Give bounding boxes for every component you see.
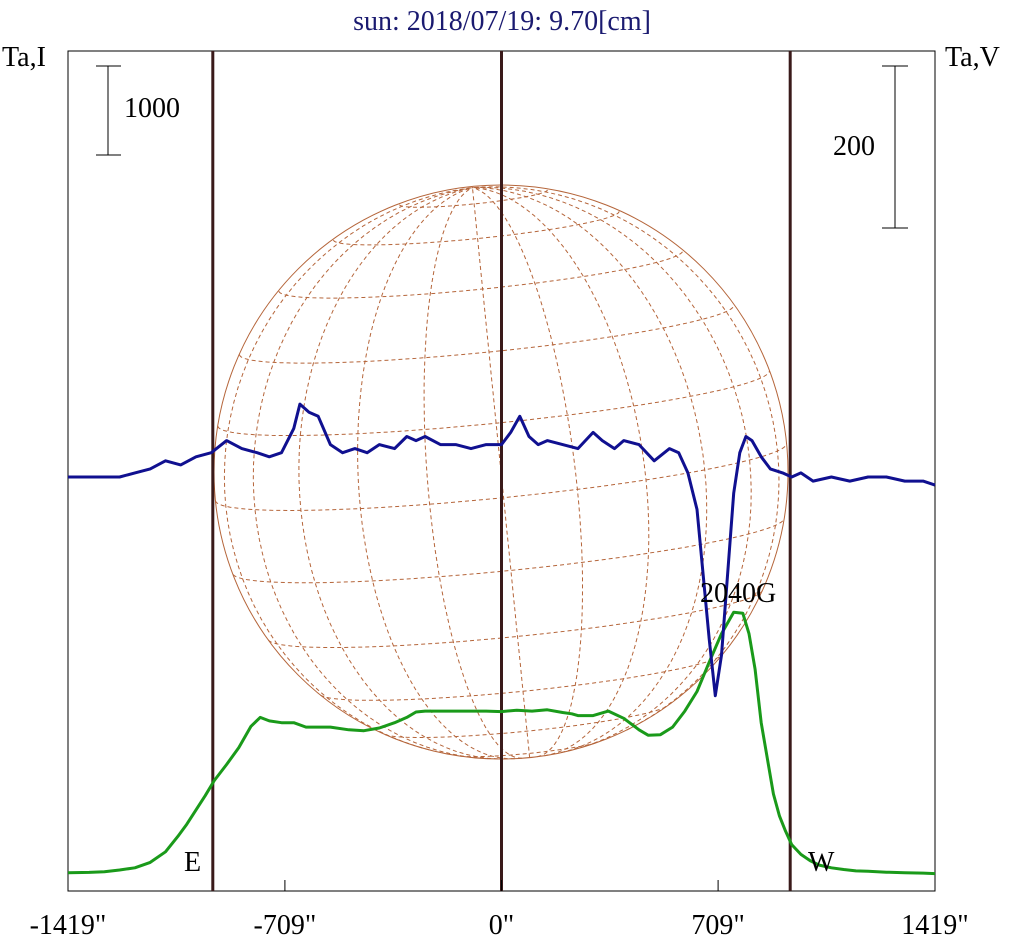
annotation-2040g: 2040G [700,578,776,609]
x-tick-label: 0" [489,910,514,941]
longitude-line [472,187,650,757]
x-tick-label: -709" [254,910,317,941]
x-tick-label: -1419" [30,910,107,941]
chart-title: sun: 2018/07/19: 9.70[cm] [353,6,651,37]
x-axis-ticks: -1419" -709" 0" 709" 1419" [30,880,969,941]
longitude-line [423,187,522,759]
longitude-line [223,187,473,751]
longitude-line [357,187,515,760]
longitude-line [298,187,498,760]
longitude-line [472,186,752,749]
longitude-line [252,187,478,759]
latitude-line [232,519,785,584]
limb-lines [211,51,792,891]
series-line-v [68,402,936,698]
east-label: E [184,847,201,878]
series-group [67,402,936,876]
scale-bar-left-label: 1000 [124,93,180,124]
x-tick-label: 709" [691,910,744,941]
longitude-line [472,186,780,731]
x-tick-label: 1419" [901,910,968,941]
y-label-right: Ta,V [945,42,1000,73]
scale-bar-left [96,65,121,156]
longitude-line [472,187,708,754]
scale-bar-right-label: 200 [833,131,875,162]
latitude-line [268,590,763,648]
scale-bar-right [882,65,908,229]
longitude-line [472,187,583,758]
series-line-i [67,610,936,876]
y-label-left: Ta,I [2,42,46,73]
latitude-line [238,304,735,364]
west-label: W [808,847,835,878]
latitude-line [384,705,668,738]
